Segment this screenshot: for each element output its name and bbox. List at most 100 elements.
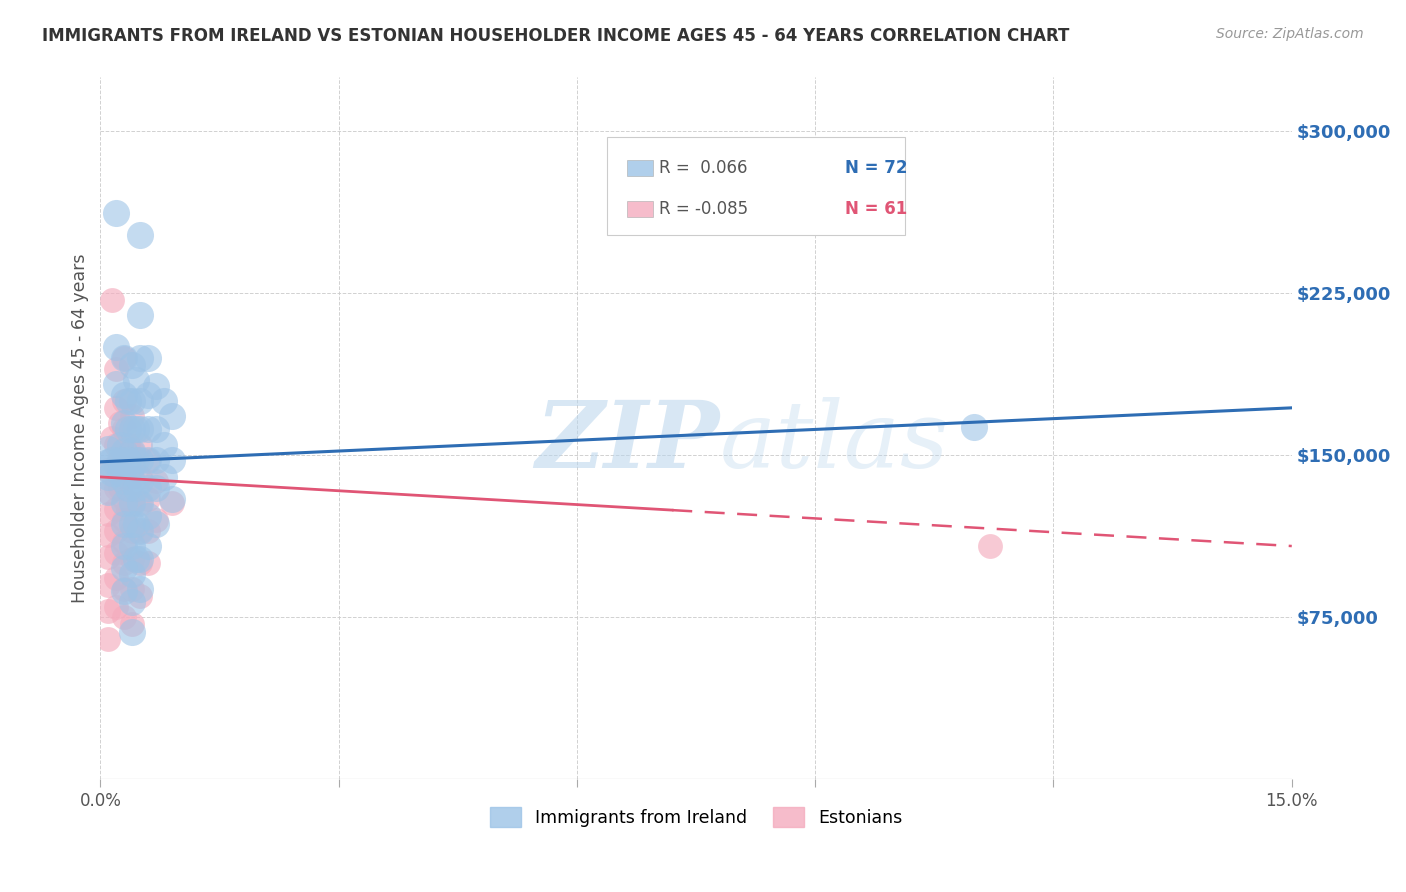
Point xyxy=(97,463,120,477)
Point xyxy=(125,422,148,436)
Point xyxy=(121,394,143,409)
Point xyxy=(121,422,143,436)
Point xyxy=(160,452,183,467)
Point xyxy=(97,604,120,618)
Point xyxy=(105,502,128,516)
Point xyxy=(121,496,143,510)
Point xyxy=(117,470,139,484)
Text: N = 72: N = 72 xyxy=(845,159,907,177)
Point xyxy=(112,388,135,402)
Point xyxy=(125,552,148,566)
Point xyxy=(121,524,143,538)
Point xyxy=(125,452,148,467)
Point xyxy=(112,557,135,571)
Point xyxy=(117,481,139,495)
Point xyxy=(112,470,135,484)
Point xyxy=(105,206,128,220)
Point xyxy=(117,452,139,467)
FancyBboxPatch shape xyxy=(627,161,654,176)
Point xyxy=(112,539,135,553)
Text: Source: ZipAtlas.com: Source: ZipAtlas.com xyxy=(1216,27,1364,41)
Point xyxy=(129,524,152,538)
Point xyxy=(136,524,159,538)
Point xyxy=(129,589,152,603)
Point xyxy=(112,491,135,506)
Point xyxy=(136,452,159,467)
Point xyxy=(136,422,159,436)
Point xyxy=(121,595,143,609)
Text: R =  0.066: R = 0.066 xyxy=(659,159,748,177)
Point xyxy=(105,340,128,354)
Point xyxy=(105,545,128,559)
Point xyxy=(108,437,131,451)
Point xyxy=(105,599,128,614)
Point xyxy=(129,557,152,571)
Point xyxy=(136,508,159,523)
Point xyxy=(121,409,143,424)
Point xyxy=(117,422,139,436)
Point xyxy=(129,524,152,538)
Point xyxy=(121,496,143,510)
Point xyxy=(121,459,143,474)
Point xyxy=(97,470,120,484)
Point xyxy=(979,539,1001,553)
Point xyxy=(160,409,183,424)
Point xyxy=(129,422,152,436)
Point xyxy=(121,475,143,489)
Point xyxy=(112,394,135,409)
Point xyxy=(121,358,143,372)
Text: atlas: atlas xyxy=(720,398,949,487)
Point xyxy=(112,534,135,549)
Point xyxy=(108,481,131,495)
Point xyxy=(145,475,167,489)
Point xyxy=(129,552,152,566)
Legend: Immigrants from Ireland, Estonians: Immigrants from Ireland, Estonians xyxy=(482,800,910,834)
Point xyxy=(97,632,120,646)
Point xyxy=(136,539,159,553)
Point xyxy=(108,466,131,480)
Point xyxy=(112,459,135,474)
Point xyxy=(105,401,128,415)
Point xyxy=(136,491,159,506)
Text: ZIP: ZIP xyxy=(536,398,720,487)
Point xyxy=(121,616,143,631)
Point xyxy=(117,437,139,451)
Point xyxy=(121,470,143,484)
Point xyxy=(129,582,152,597)
Point xyxy=(153,394,176,409)
Point xyxy=(112,560,135,574)
Point xyxy=(112,422,135,436)
Point xyxy=(136,557,159,571)
Point xyxy=(129,496,152,510)
Point xyxy=(108,416,131,430)
Point xyxy=(121,567,143,582)
Point xyxy=(129,496,152,510)
Point xyxy=(129,452,152,467)
Point xyxy=(160,496,183,510)
Point xyxy=(153,437,176,451)
Point xyxy=(101,293,124,307)
Point xyxy=(112,351,135,366)
Point xyxy=(112,517,135,532)
FancyBboxPatch shape xyxy=(607,137,904,235)
FancyBboxPatch shape xyxy=(627,202,654,217)
Point xyxy=(97,485,120,500)
Point xyxy=(105,481,128,495)
Point xyxy=(121,582,143,597)
Point xyxy=(97,485,120,500)
Point xyxy=(97,528,120,542)
Point xyxy=(117,394,139,409)
Point xyxy=(97,507,120,521)
Point xyxy=(963,420,986,434)
Point xyxy=(108,452,131,467)
Point xyxy=(145,379,167,393)
Point xyxy=(136,452,159,467)
Point xyxy=(125,373,148,387)
Point xyxy=(112,351,135,366)
Point xyxy=(112,496,135,510)
Point xyxy=(112,448,135,462)
Point xyxy=(101,452,124,467)
Point xyxy=(117,502,139,516)
Point xyxy=(145,452,167,467)
Point xyxy=(129,308,152,322)
